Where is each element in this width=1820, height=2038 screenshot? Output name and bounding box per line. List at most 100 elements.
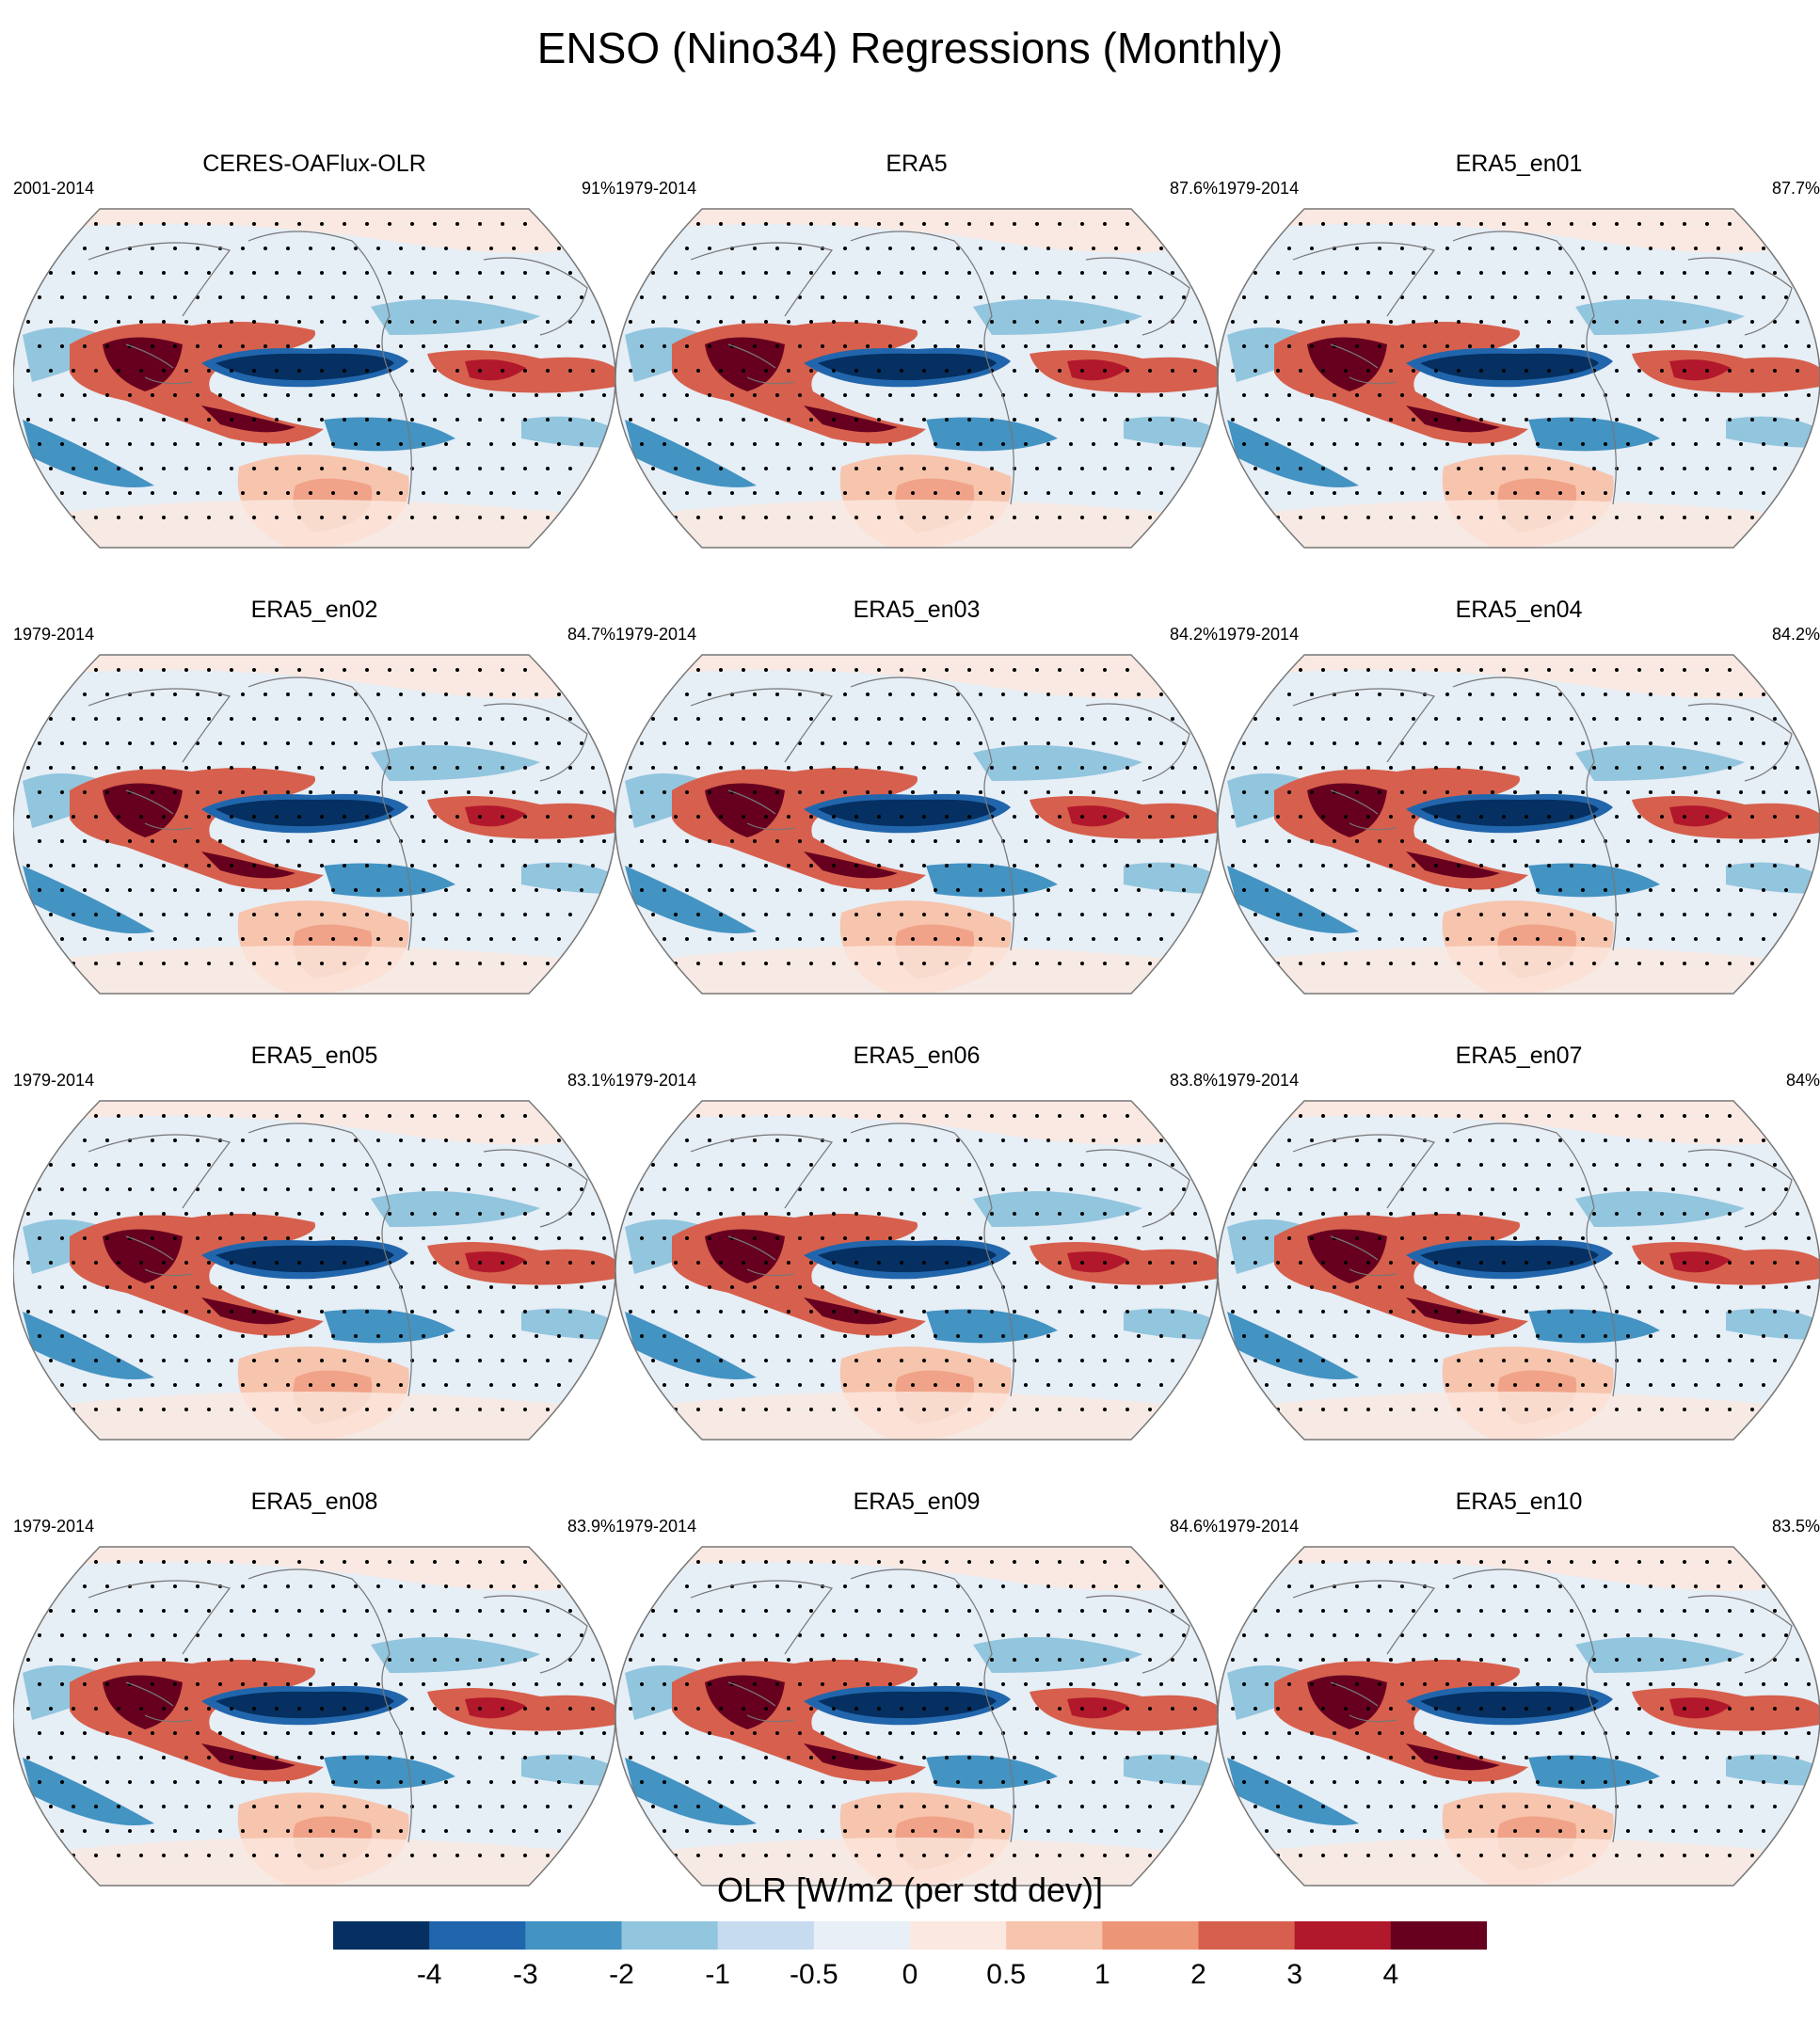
stipple-dot	[1525, 1359, 1528, 1362]
stipple-dot	[1253, 668, 1257, 672]
stipple-dot	[455, 1212, 459, 1216]
stipple-dot	[1739, 1780, 1743, 1784]
stipple-dot	[501, 1560, 504, 1564]
stipple-dot	[580, 937, 583, 941]
stipple-dot	[83, 888, 87, 892]
stipple-dot	[696, 717, 700, 721]
stipple-dot	[843, 1236, 847, 1240]
stipple-dot	[967, 1805, 971, 1808]
stipple-dot	[207, 815, 211, 819]
stipple-dot	[1525, 913, 1528, 916]
stipple-dot	[742, 418, 745, 422]
stipple-dot	[1716, 1682, 1720, 1686]
stipple-dot	[1171, 962, 1174, 965]
stipple-dot	[309, 1138, 312, 1142]
stipple-dot	[1114, 247, 1118, 250]
stipple-dot	[1716, 1334, 1720, 1338]
stipple-dot	[399, 1584, 403, 1588]
map-negative-pacific-core	[818, 353, 997, 381]
map-band-north	[615, 1547, 1218, 1591]
stipple-dot	[900, 1756, 903, 1759]
stipple-dot	[173, 393, 177, 397]
stipple-dot	[674, 766, 678, 770]
stipple-dot	[1389, 369, 1393, 373]
stipple-dot	[309, 1285, 312, 1289]
stipple-dot	[674, 271, 678, 275]
stipple-dot	[162, 1707, 166, 1711]
stipple-dot	[1660, 717, 1664, 721]
stipple-dot	[1807, 1187, 1811, 1191]
stipple-dot	[1807, 1584, 1811, 1588]
stipple-dot	[1114, 937, 1118, 941]
stipple-dot	[1750, 962, 1754, 965]
stipple-dot	[365, 1756, 369, 1759]
stipple-dot	[1412, 1854, 1415, 1857]
stipple-dot	[557, 888, 561, 892]
stipple-dot	[1058, 516, 1062, 519]
stipple-dot	[1570, 1359, 1573, 1362]
stipple-dot	[196, 247, 200, 250]
stipple-dot	[753, 1633, 757, 1637]
stipple-dot	[1434, 766, 1438, 770]
stipple-dot	[252, 320, 256, 324]
stipple-dot	[764, 1658, 768, 1662]
stipple-dot	[230, 766, 233, 770]
stipple-dot	[1035, 1408, 1039, 1411]
stipple-dot	[719, 1658, 723, 1662]
stipple-dot	[742, 1114, 745, 1118]
stipple-dot	[83, 693, 87, 696]
stipple-dot	[787, 1163, 790, 1167]
stipple-dot	[1205, 790, 1208, 794]
stipple-dot	[1159, 247, 1163, 250]
stipple-dot	[1310, 839, 1314, 843]
stipple-dot	[1547, 1756, 1551, 1759]
stipple-dot	[1137, 1383, 1141, 1387]
stipple-dot	[1242, 1334, 1246, 1338]
stipple-dot	[1716, 247, 1720, 250]
stipple-dot	[753, 1334, 757, 1338]
stipple-dot	[1013, 717, 1016, 721]
stipple-dot	[719, 418, 723, 422]
stipple-dot	[1796, 1163, 1799, 1167]
stipple-dot	[489, 1584, 493, 1588]
stipple-dot	[1445, 247, 1449, 250]
stipple-dot	[410, 1854, 414, 1857]
stipple-dot	[1092, 1829, 1095, 1833]
stipple-dot	[1513, 1187, 1517, 1191]
stipple-dot	[967, 1756, 971, 1759]
stipple-dot	[956, 937, 960, 941]
stipple-dot	[309, 1383, 312, 1387]
stipple-dot	[478, 516, 482, 519]
stipple-dot	[1400, 839, 1404, 843]
stipple-dot	[1479, 1560, 1483, 1564]
stipple-dot	[275, 864, 279, 868]
stipple-dot	[252, 1310, 256, 1314]
stipple-dot	[1231, 962, 1235, 965]
stipple-dot	[1148, 1854, 1152, 1857]
panel-pattern-percent: 84.7%	[567, 625, 615, 644]
stipple-dot	[775, 1138, 779, 1142]
stipple-dot	[922, 1707, 926, 1711]
stipple-dot	[1773, 1707, 1777, 1711]
stipple-dot	[1310, 1633, 1314, 1637]
stipple-dot	[230, 1854, 233, 1857]
stipple-dot	[1615, 1560, 1619, 1564]
stipple-dot	[1581, 344, 1585, 348]
stipple-dot	[1126, 1408, 1129, 1411]
stipple-dot	[343, 864, 346, 868]
stipple-dot	[651, 913, 655, 916]
stipple-dot	[1784, 1334, 1788, 1338]
stipple-dot	[1716, 1138, 1720, 1142]
stipple-dot	[775, 1633, 779, 1637]
stipple-dot	[866, 295, 870, 299]
stipple-dot	[1205, 1138, 1208, 1142]
stipple-dot	[685, 442, 689, 446]
stipple-dot	[297, 1408, 301, 1411]
stipple-dot	[241, 1285, 245, 1289]
stipple-dot	[1615, 271, 1619, 275]
stipple-dot	[742, 1359, 745, 1362]
stipple-dot	[263, 693, 267, 696]
stipple-dot	[1265, 1633, 1269, 1637]
stipple-dot	[546, 271, 550, 275]
stipple-dot	[1148, 668, 1152, 672]
